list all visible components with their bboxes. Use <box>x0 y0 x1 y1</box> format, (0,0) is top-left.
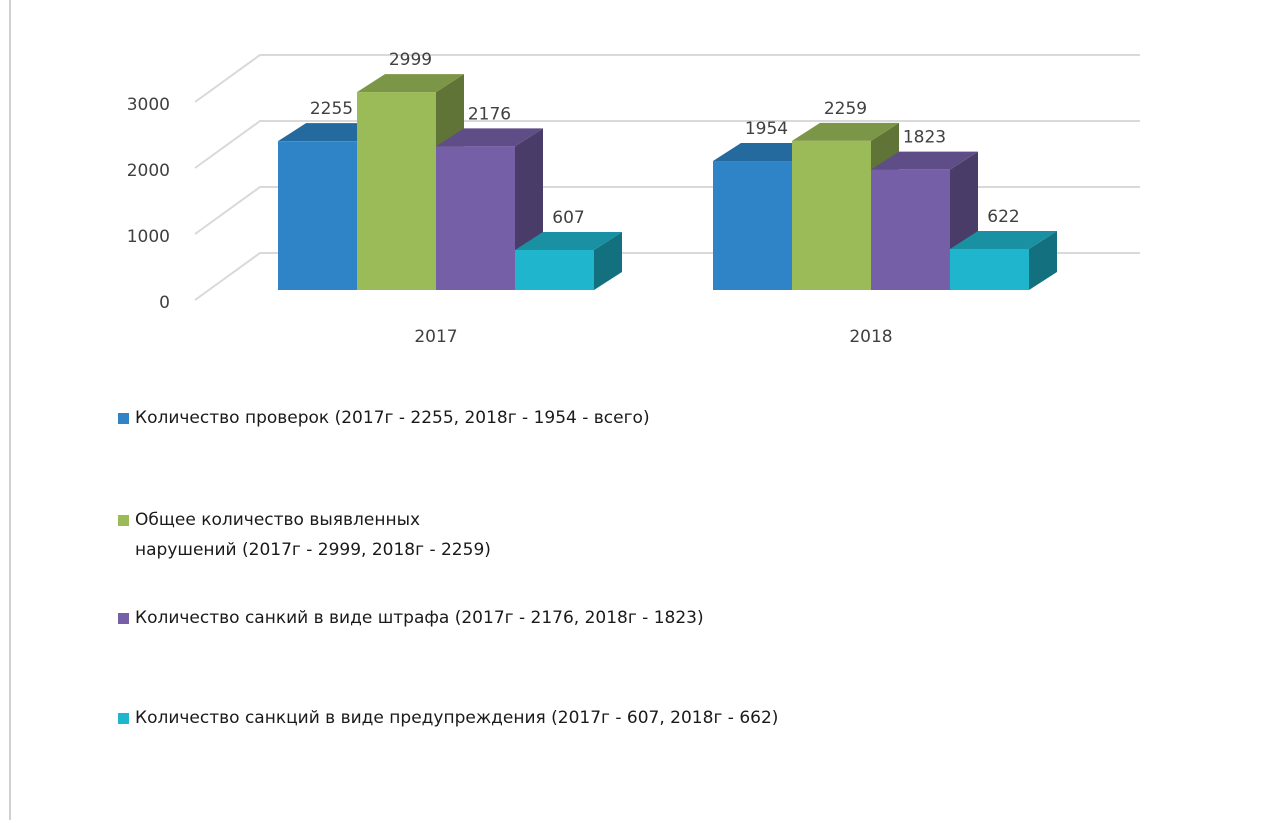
value-label: 2176 <box>468 104 511 124</box>
bar-top <box>950 230 1057 249</box>
bar-side <box>1029 230 1057 290</box>
value-label: 2999 <box>389 50 432 70</box>
value-label: 2255 <box>310 99 353 119</box>
legend-item: Количество санкий в виде штрафа (2017г -… <box>118 603 855 633</box>
bar-top <box>871 151 978 170</box>
legend-label: Количество проверок (2017г - 2255, 2018г… <box>135 408 650 428</box>
y-tick-label: 1000 <box>127 227 170 247</box>
value-label: 1823 <box>903 128 946 148</box>
bar-top <box>792 122 899 141</box>
legend-item: Количество санкций в виде предупреждения… <box>118 703 855 733</box>
x-tick-label: 2018 <box>849 327 892 347</box>
x-tick-label: 2017 <box>414 327 457 347</box>
bar <box>713 161 792 290</box>
legend-item: Количество проверок (2017г - 2255, 2018г… <box>118 403 855 433</box>
legend-swatch <box>118 413 129 424</box>
bar <box>792 140 871 290</box>
bar <box>278 141 357 290</box>
grid-line <box>194 54 1140 103</box>
value-label: 2259 <box>824 99 867 119</box>
bar <box>357 92 436 290</box>
bar-side <box>594 231 622 290</box>
bar <box>871 169 950 290</box>
value-label: 622 <box>987 207 1019 227</box>
legend-label: Количество санкий в виде штрафа (2017г -… <box>135 608 704 628</box>
value-label: 607 <box>552 208 584 228</box>
grid-line <box>194 120 1140 169</box>
legend-label: Количество санкций в виде предупреждения… <box>135 708 779 728</box>
legend-label: Общее количество выявленных нарушений (2… <box>135 510 491 560</box>
bar-top <box>436 128 543 147</box>
legend-swatch <box>118 613 129 624</box>
y-tick-label: 0 <box>159 293 170 313</box>
legend-item: Общее количество выявленных нарушений (2… <box>118 505 505 565</box>
value-label: 1954 <box>745 119 788 139</box>
bar-top <box>357 74 464 93</box>
bar <box>950 248 1029 290</box>
bar <box>436 146 515 290</box>
y-tick-label: 2000 <box>127 161 170 181</box>
y-tick-label: 3000 <box>127 95 170 115</box>
bar-top <box>515 231 622 250</box>
legend-swatch <box>118 713 129 724</box>
legend-swatch <box>118 515 129 526</box>
bar <box>515 249 594 290</box>
